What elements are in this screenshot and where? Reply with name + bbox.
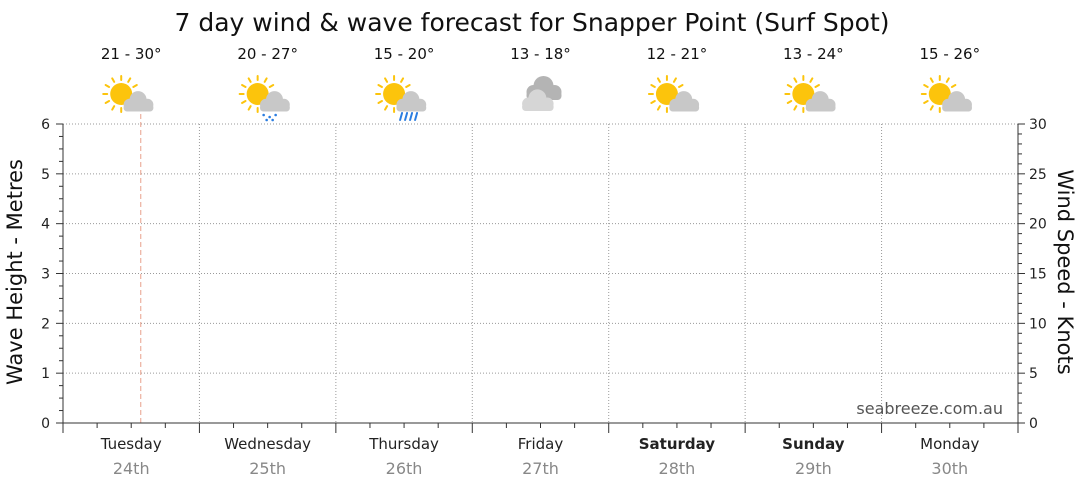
right-tick-label: 20 (1029, 217, 1047, 233)
temp-range: 13 - 18° (510, 45, 571, 63)
chart-title: 7 day wind & wave forecast for Snapper P… (174, 8, 889, 37)
temp-range: 13 - 24° (783, 45, 844, 63)
partly-cloudy-icon (102, 75, 154, 113)
left-tick-label: 4 (41, 217, 50, 233)
left-tick-label: 0 (41, 416, 50, 432)
left-tick-label: 5 (41, 167, 50, 183)
temp-range: 15 - 26° (919, 45, 980, 63)
date-label: 24th (113, 459, 150, 478)
temp-range: 20 - 27° (237, 45, 298, 63)
left-tick-label: 1 (41, 366, 50, 382)
cloud-shape (260, 91, 290, 112)
date-label: 29th (795, 459, 832, 478)
temp-range: 21 - 30° (101, 45, 162, 63)
temp-range: 15 - 20° (374, 45, 435, 63)
drizzle-drops (262, 113, 277, 122)
day-label: Monday (920, 435, 979, 453)
day-label: Thursday (368, 435, 439, 453)
showers-icon (375, 75, 427, 121)
day-label: Wednesday (224, 435, 311, 453)
cloud-shape (805, 91, 836, 112)
rain-streaks (399, 112, 419, 121)
date-label: 28th (659, 459, 696, 478)
left-tick-label: 6 (41, 117, 50, 133)
date-label: 25th (249, 459, 286, 478)
drizzle-icon (238, 75, 290, 122)
day-label: Friday (518, 435, 564, 453)
right-tick-label: 10 (1029, 316, 1047, 332)
date-label: 27th (522, 459, 559, 478)
temp-range: 12 - 21° (647, 45, 708, 63)
cloud-shape (669, 91, 700, 112)
right-tick-label: 15 (1029, 267, 1047, 283)
left-tick-label: 2 (41, 316, 50, 332)
partly-cloudy-icon (920, 75, 972, 113)
left-axis-label: Wave Height - Metres (3, 159, 27, 385)
watermark: seabreeze.com.au (856, 399, 1003, 418)
partly-cloudy-icon (784, 75, 836, 113)
right-axis-label: Wind Speed - Knots (1053, 169, 1077, 374)
right-tick-label: 0 (1029, 416, 1038, 432)
date-label: 26th (386, 459, 423, 478)
day-label: Sunday (782, 435, 845, 453)
cloud-shape (396, 91, 427, 112)
right-tick-label: 30 (1029, 117, 1047, 133)
cloud-shape (522, 89, 554, 111)
right-tick-label: 5 (1029, 366, 1038, 382)
day-label: Tuesday (100, 435, 162, 453)
day-label: Saturday (639, 435, 716, 453)
partly-cloudy-icon (647, 75, 700, 113)
right-tick-label: 25 (1029, 167, 1047, 183)
cloud-shape (123, 91, 154, 112)
cloud-shape (942, 91, 972, 112)
left-tick-label: 3 (41, 267, 50, 283)
cloudy-icon (522, 76, 562, 111)
date-label: 30th (931, 459, 968, 478)
